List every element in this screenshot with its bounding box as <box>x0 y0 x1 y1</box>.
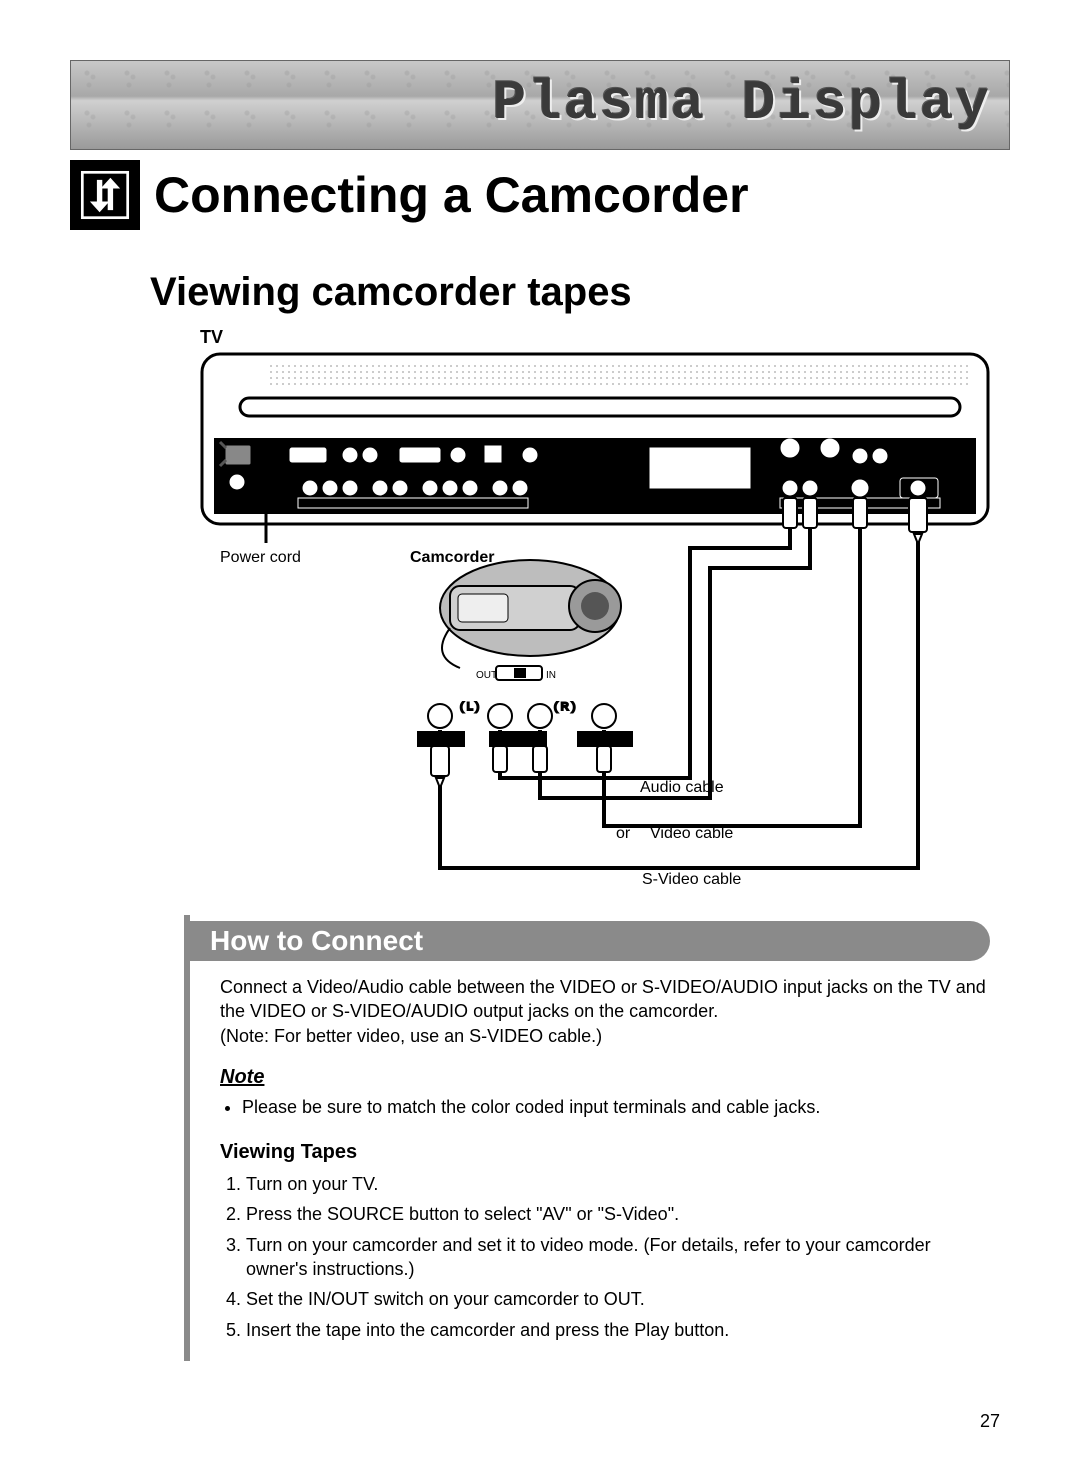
note-bullet: Please be sure to match the color coded … <box>242 1095 990 1119</box>
step-item: Set the IN/OUT switch on your camcorder … <box>246 1287 990 1311</box>
title-row: Connecting a Camcorder <box>70 160 1010 230</box>
connection-diagram: TV <box>200 327 990 913</box>
page-number: 27 <box>980 1411 1000 1432</box>
steps-list: Turn on your TV. Press the SOURCE button… <box>220 1172 990 1342</box>
video-out-label: VIDEO OUT <box>582 735 632 745</box>
how-to-connect-title: How to Connect <box>210 925 423 957</box>
power-cord-label: Power cord <box>220 549 301 566</box>
manual-page: Plasma Display Connecting a Camcorder Vi… <box>0 0 1080 1482</box>
step-item: Turn on your TV. <box>246 1172 990 1196</box>
port-l-label: ( L ) <box>460 701 479 713</box>
banner-title: Plasma Display <box>493 71 991 135</box>
video-cable-label: Video cable <box>650 825 733 842</box>
or-label: or <box>616 825 631 842</box>
port-r-label: ( R ) <box>554 701 575 713</box>
camcorder-label: Camcorder <box>410 549 494 566</box>
note-label: Note <box>220 1064 990 1091</box>
step-item: Press the SOURCE button to select "AV" o… <box>246 1202 990 1226</box>
out-label: OUT <box>476 670 497 681</box>
camcorder-icon: OUT IN <box>440 560 621 681</box>
audio-cable-label: Audio cable <box>640 779 724 796</box>
in-label: IN <box>546 670 556 681</box>
howto-paragraph: Connect a Video/Audio cable between the … <box>220 975 990 1048</box>
svideo-cable-label: S-Video cable <box>642 871 741 888</box>
down-up-arrow-icon <box>70 160 140 230</box>
step-item: Insert the tape into the camcorder and p… <box>246 1318 990 1342</box>
viewing-tapes-heading: Viewing Tapes <box>220 1139 990 1166</box>
tv-label: TV <box>200 327 990 348</box>
step-item: Turn on your camcorder and set it to vid… <box>246 1233 990 1282</box>
how-to-connect-bar: How to Connect <box>184 921 990 961</box>
body-text: Connect a Video/Audio cable between the … <box>220 975 990 1342</box>
diagram-svg: Power cord Camcorder OUT IN ( L ) <box>200 348 990 908</box>
banner: Plasma Display <box>70 60 1010 150</box>
page-title: Connecting a Camcorder <box>154 166 749 224</box>
section-heading: Viewing camcorder tapes <box>150 270 1010 315</box>
